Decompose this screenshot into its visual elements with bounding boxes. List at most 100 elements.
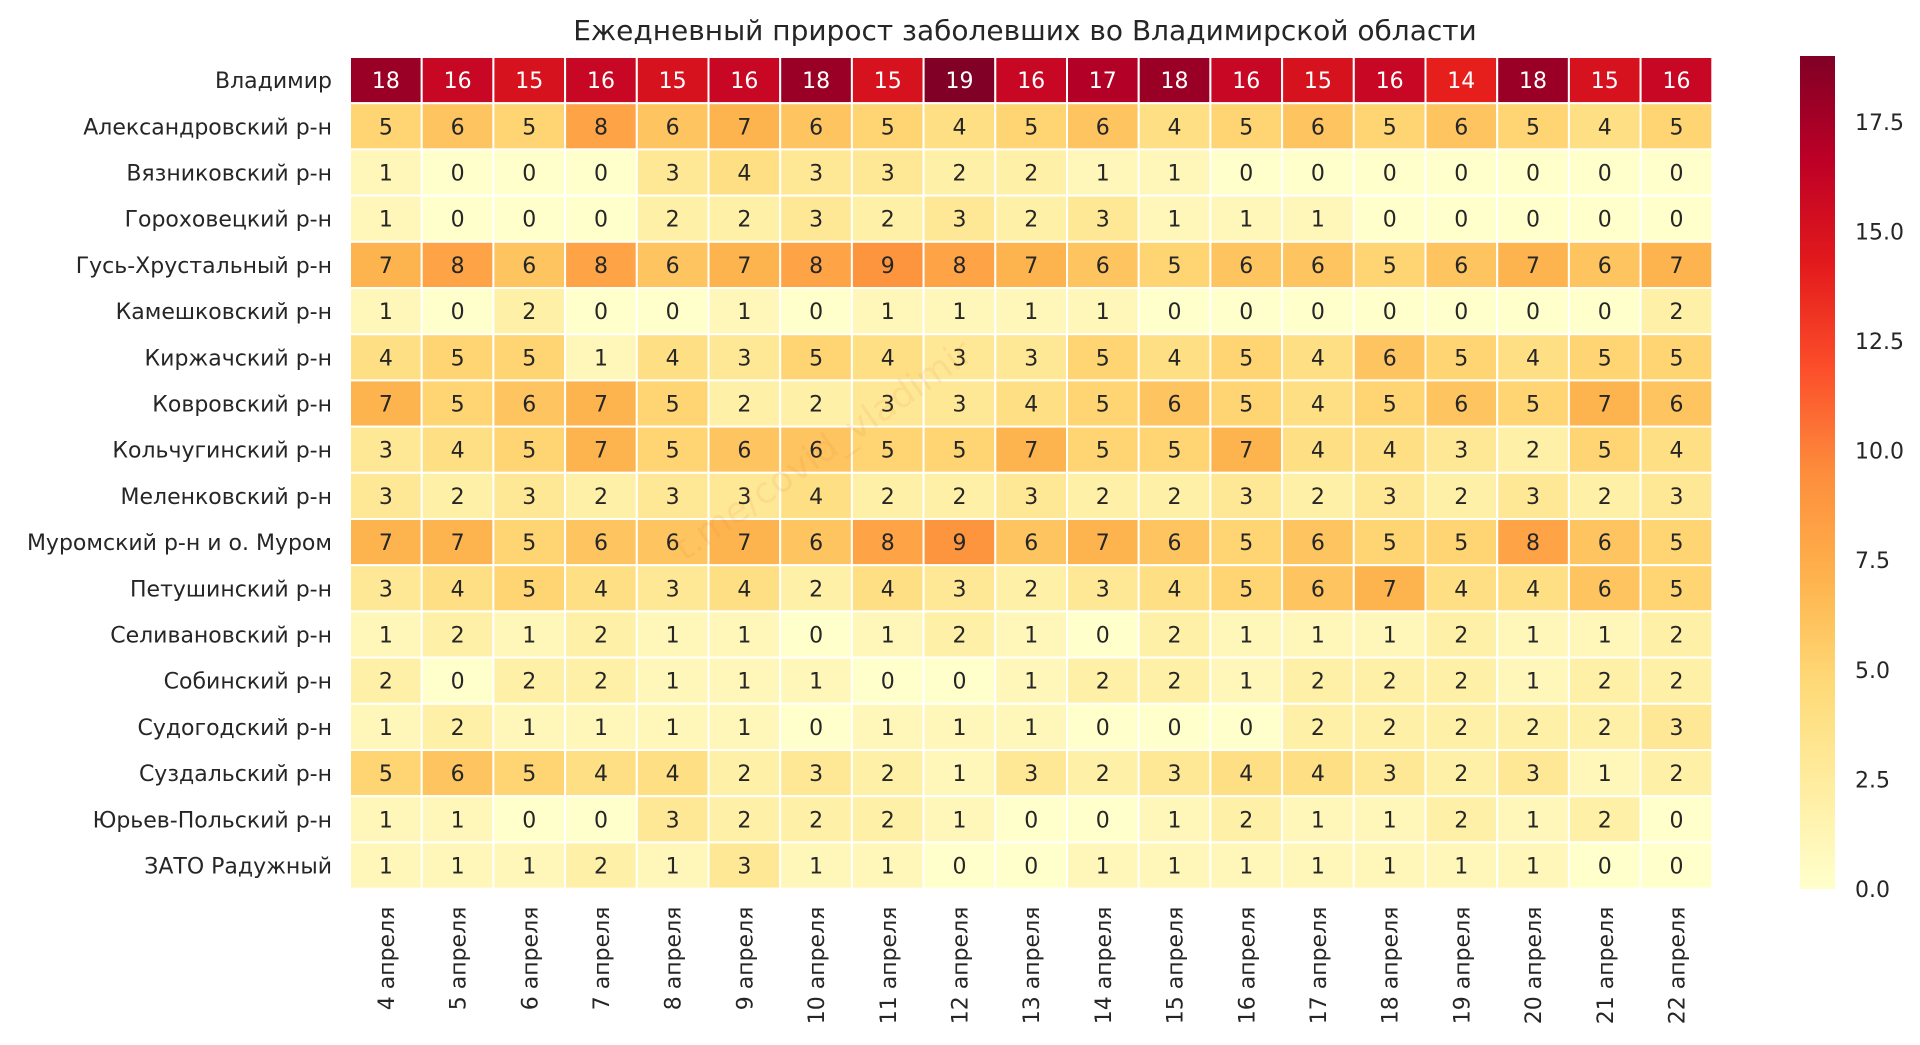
y-tick-label: ЗАТО Радужный (144, 855, 332, 880)
cell-value-label: 0 (1311, 300, 1325, 325)
cell-value-label: 0 (1670, 162, 1684, 187)
cell-value-label: 6 (1454, 254, 1468, 279)
cell-value-label: 1 (1096, 162, 1110, 187)
cell-value-label: 3 (379, 577, 393, 602)
cell-value-label: 6 (1670, 393, 1684, 418)
cell-value-label: 3 (809, 208, 823, 233)
colorbar-tick-label: 17.5 (1855, 111, 1904, 136)
cell-value-label: 5 (1168, 254, 1182, 279)
cell-value-label: 5 (1526, 393, 1540, 418)
y-tick-label: Собинский р-н (164, 670, 332, 695)
cell-value-label: 2 (1598, 670, 1612, 695)
x-tick-label: 15 апреля (1164, 907, 1189, 1025)
cell-value-label: 1 (1239, 624, 1253, 649)
x-tick-label: 13 апреля (1020, 907, 1045, 1025)
cell-value-label: 2 (1454, 716, 1468, 741)
cell-value-label: 5 (1383, 115, 1397, 140)
cell-value-label: 4 (1311, 393, 1325, 418)
cell-value-label: 6 (1096, 115, 1110, 140)
cell-value-label: 7 (1383, 577, 1397, 602)
cell-value-label: 6 (1168, 531, 1182, 556)
cell-value-label: 0 (1454, 162, 1468, 187)
cell-value-label: 4 (953, 115, 967, 140)
cell-value-label: 6 (1311, 577, 1325, 602)
cell-value-label: 0 (1454, 300, 1468, 325)
cell-value-label: 9 (881, 254, 895, 279)
cell-value-label: 8 (594, 115, 608, 140)
y-tick-label: Владимир (215, 69, 332, 94)
cell-value-label: 3 (1024, 485, 1038, 510)
y-tick-label: Киржачский р-н (145, 346, 332, 371)
x-tick-label: 10 апреля (805, 907, 830, 1025)
colorbar-tick-label: 0.0 (1855, 878, 1890, 903)
cell-value-label: 2 (1096, 485, 1110, 510)
cell-value-label: 7 (1024, 439, 1038, 464)
cell-value-label: 6 (522, 254, 536, 279)
cell-value-label: 6 (1598, 577, 1612, 602)
y-tick-label: Суздальский р-н (139, 762, 332, 787)
cell-value-label: 2 (1526, 439, 1540, 464)
cell-value-label: 0 (1239, 716, 1253, 741)
cell-value-label: 1 (1168, 855, 1182, 880)
cell-value-label: 0 (1526, 208, 1540, 233)
cell-value-label: 8 (451, 254, 465, 279)
cell-value-label: 5 (666, 393, 680, 418)
cell-value-label: 2 (1454, 762, 1468, 787)
x-tick-label: 17 апреля (1307, 907, 1332, 1025)
cell-value-label: 7 (1024, 254, 1038, 279)
x-tick-label: 9 апреля (733, 907, 758, 1011)
cell-value-label: 5 (1239, 393, 1253, 418)
cell-value-label: 5 (379, 762, 393, 787)
cell-value-label: 1 (1168, 808, 1182, 833)
cell-value-label: 7 (1239, 439, 1253, 464)
cell-value-label: 1 (881, 855, 895, 880)
cell-value-label: 16 (1017, 69, 1045, 94)
cell-value-label: 0 (809, 624, 823, 649)
cell-value-label: 5 (1598, 346, 1612, 371)
cell-value-label: 7 (737, 254, 751, 279)
cell-value-label: 5 (1024, 115, 1038, 140)
x-tick-label: 11 апреля (877, 907, 902, 1025)
cell-value-label: 16 (730, 69, 758, 94)
cell-value-label: 5 (881, 115, 895, 140)
cell-value-label: 0 (1598, 300, 1612, 325)
cell-value-label: 5 (1239, 577, 1253, 602)
cell-value-label: 4 (379, 346, 393, 371)
cell-value-label: 1 (737, 670, 751, 695)
cell-value-label: 0 (1670, 808, 1684, 833)
cell-value-label: 4 (1024, 393, 1038, 418)
y-tick-label: Александровский р-н (83, 115, 332, 140)
cell-value-label: 2 (1311, 670, 1325, 695)
cell-value-label: 0 (594, 808, 608, 833)
cell-value-label: 6 (1024, 531, 1038, 556)
cell-value-label: 1 (1526, 855, 1540, 880)
y-tick-label: Вязниковский р-н (126, 162, 332, 187)
cell-value-label: 2 (1454, 808, 1468, 833)
cell-value-label: 2 (1096, 762, 1110, 787)
cell-value-label: 3 (1096, 208, 1110, 233)
cell-value-label: 2 (451, 624, 465, 649)
cell-value-label: 6 (451, 115, 465, 140)
cell-value-label: 2 (1454, 670, 1468, 695)
cell-value-label: 6 (451, 762, 465, 787)
cell-value-label: 2 (1383, 670, 1397, 695)
cell-value-label: 1 (666, 716, 680, 741)
cell-value-label: 4 (1168, 577, 1182, 602)
cell-value-label: 1 (1168, 162, 1182, 187)
cell-value-label: 7 (451, 531, 465, 556)
y-tick-label: Гороховецкий р-н (125, 208, 332, 233)
cell-value-label: 2 (1239, 808, 1253, 833)
cell-value-label: 18 (372, 69, 400, 94)
cell-value-label: 5 (666, 439, 680, 464)
cell-value-label: 5 (1168, 439, 1182, 464)
cell-value-label: 0 (1670, 855, 1684, 880)
cell-value-label: 5 (451, 393, 465, 418)
cell-value-label: 4 (666, 346, 680, 371)
x-tick-label: 18 апреля (1379, 907, 1404, 1025)
cell-value-label: 0 (881, 670, 895, 695)
cell-value-label: 1 (809, 855, 823, 880)
cell-value-label: 2 (737, 393, 751, 418)
cell-value-label: 7 (1096, 531, 1110, 556)
chart-title: Ежедневный прирост заболевших во Владими… (573, 14, 1477, 47)
cell-value-label: 2 (1024, 208, 1038, 233)
